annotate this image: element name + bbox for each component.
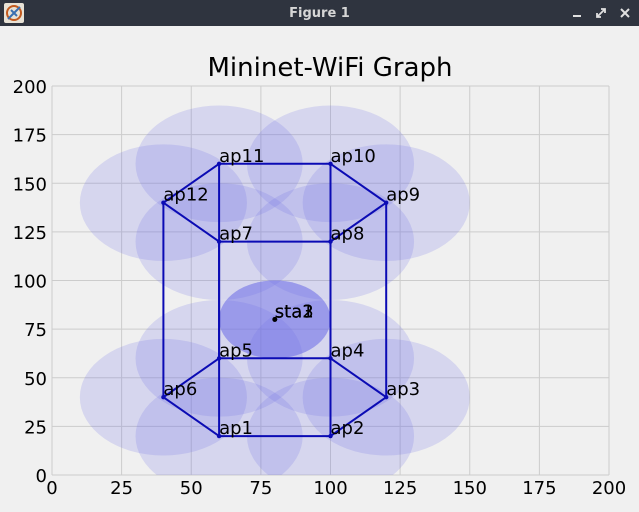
node-ap1 — [216, 433, 222, 439]
label-sta3: sta3 — [275, 301, 314, 322]
label-ap5: ap5 — [219, 340, 253, 361]
y-tick-label: 175 — [13, 126, 47, 147]
mininet-graph-chart: Mininet-WiFi Graph ap1 ap2 ap3 ap4 ap5 ap6 ap7… — [13, 53, 627, 499]
node-ap2 — [328, 433, 333, 439]
chart-title: Mininet-WiFi Graph — [207, 53, 452, 83]
x-tick-label: 125 — [383, 478, 417, 499]
y-tick-label: 75 — [24, 320, 47, 341]
close-icon[interactable] — [619, 7, 631, 19]
window-title: Figure 1 — [289, 5, 350, 21]
y-tick-label: 0 — [36, 466, 47, 487]
x-tick-label: 0 — [46, 478, 57, 499]
label-ap11: ap11 — [219, 146, 264, 167]
y-tick-label: 125 — [13, 223, 47, 244]
x-tick-label: 200 — [592, 478, 626, 499]
label-sta2: sta2 — [275, 301, 314, 322]
node-ap11 — [216, 161, 222, 166]
link-ap8-ap9 — [329, 201, 387, 243]
links — [162, 162, 388, 438]
label-ap8: ap8 — [331, 224, 365, 245]
x-tick-label: 75 — [249, 478, 272, 499]
tick-labels: 0 25 50 75 100 125 150 175 200 0 25 50 75 100 125 150 17… — [13, 77, 627, 499]
label-ap9: ap9 — [386, 185, 420, 206]
node-labels: ap1 ap2 ap3 ap4 ap5 ap6 ap7 ap8 ap9 ap10 ap11 ap12 s… — [163, 146, 420, 439]
node-ap6 — [161, 395, 166, 400]
label-sta1: sta1 — [275, 301, 314, 322]
node-ap9 — [384, 200, 389, 205]
figure-app-icon — [4, 3, 24, 23]
figure-canvas: Mininet-WiFi Graph ap1 ap2 ap3 ap4 ap5 ap6 ap7… — [0, 26, 639, 508]
node-ap4 — [328, 356, 333, 361]
link-ap9-ap10 — [329, 162, 387, 204]
label-ap10: ap10 — [331, 146, 376, 167]
label-ap1: ap1 — [219, 418, 253, 439]
link-ap3-ap4 — [329, 357, 387, 399]
node-ap10 — [328, 161, 333, 166]
link-ap12-ap7 — [162, 201, 220, 243]
label-ap2: ap2 — [331, 418, 365, 439]
minimize-icon[interactable] — [571, 7, 583, 19]
node-ap3 — [384, 395, 389, 400]
label-ap4: ap4 — [331, 340, 365, 361]
node-sta3 — [272, 317, 278, 322]
x-tick-label: 25 — [110, 478, 133, 499]
y-tick-label: 150 — [13, 174, 47, 195]
link-ap5-ap6 — [162, 357, 220, 399]
label-ap7: ap7 — [219, 224, 253, 245]
label-ap12: ap12 — [163, 185, 208, 206]
label-ap3: ap3 — [386, 379, 420, 400]
label-ap6: ap6 — [163, 379, 197, 400]
node-ap7 — [216, 239, 222, 244]
x-tick-label: 50 — [180, 478, 203, 499]
node-ap12 — [161, 200, 166, 205]
node-ap8 — [328, 239, 333, 244]
y-tick-label: 50 — [24, 369, 47, 390]
x-tick-label: 100 — [313, 478, 347, 499]
y-tick-label: 100 — [13, 272, 47, 293]
node-ap5 — [216, 356, 222, 361]
y-tick-label: 200 — [13, 77, 47, 98]
x-tick-label: 150 — [453, 478, 487, 499]
window-titlebar: Figure 1 — [0, 0, 639, 26]
link-ap11-ap12 — [162, 162, 220, 204]
y-tick-label: 25 — [24, 417, 47, 438]
link-ap2-ap3 — [329, 396, 387, 437]
nodes — [161, 161, 389, 439]
x-tick-label: 175 — [522, 478, 556, 499]
link-ap6-ap1 — [162, 396, 220, 437]
restore-icon[interactable] — [595, 7, 607, 19]
